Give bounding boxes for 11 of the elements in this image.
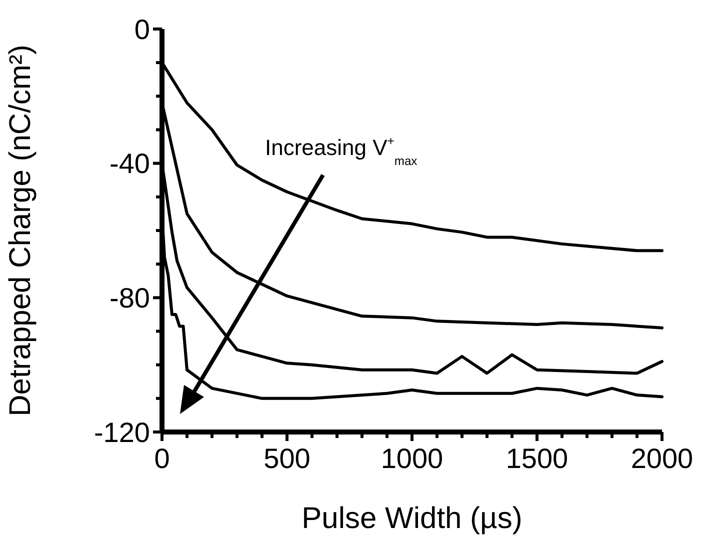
y-tick-label: -40 [110,148,150,180]
y-tick-label: -120 [94,416,150,448]
x-tick-label: 2000 [630,443,694,474]
y-axis-title: Detrapped Charge (nC/cm²) [4,44,37,416]
x-tick-label: 0 [154,443,170,474]
y-tick-label: -80 [110,282,150,314]
x-tick-label: 500 [264,443,310,474]
y-tick-label: 0 [134,14,150,45]
x-tick-label: 1000 [380,443,444,474]
x-tick-label: 1500 [506,443,568,474]
x-axis-title: Pulse Width (µs) [302,502,522,535]
